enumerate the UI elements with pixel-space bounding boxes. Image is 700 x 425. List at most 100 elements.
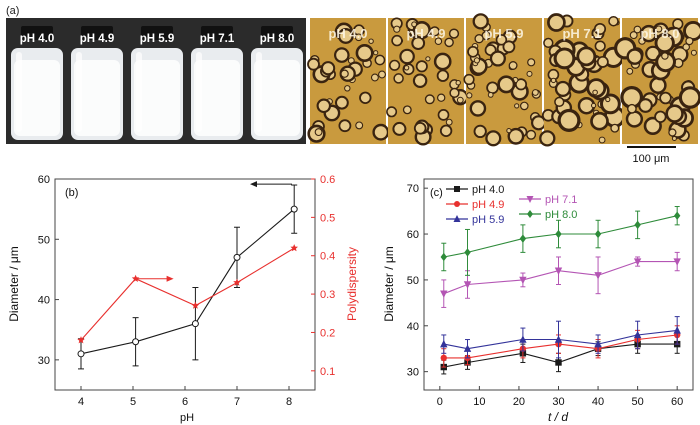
vial-label: pH 4.9 — [80, 33, 115, 45]
vial-highlight — [196, 52, 202, 132]
data-point — [594, 339, 602, 348]
droplet — [433, 52, 452, 71]
vial-label: pH 8.0 — [260, 33, 295, 45]
micrographs-group: pH 4.0 pH 4.9 pH 5.9 pH 7.1 pH 8.0 — [307, 13, 700, 147]
droplet — [449, 87, 460, 99]
data-point — [673, 211, 681, 220]
droplet — [682, 43, 690, 51]
droplet — [659, 91, 672, 105]
vial-label: pH 7.1 — [200, 33, 235, 45]
droplet — [372, 123, 390, 141]
droplet — [592, 89, 598, 96]
droplet — [554, 96, 565, 108]
droplet — [643, 116, 662, 135]
data-point — [673, 326, 681, 334]
y2-tick-label: 0.2 — [320, 327, 335, 339]
droplet — [463, 73, 475, 86]
droplet — [434, 37, 443, 45]
droplet — [444, 37, 454, 48]
x-tick-label: 7 — [234, 396, 240, 408]
droplet — [316, 98, 332, 114]
data-point — [463, 281, 472, 289]
vial-highlight — [136, 52, 142, 132]
droplet — [487, 92, 494, 98]
droplet — [403, 65, 410, 71]
droplet — [610, 123, 620, 133]
droplet — [590, 111, 609, 131]
droplet — [655, 25, 663, 33]
data-point — [594, 272, 602, 280]
droplet — [393, 73, 404, 84]
droplet — [626, 48, 644, 65]
y-tick-label: 40 — [38, 295, 50, 307]
droplet — [340, 69, 349, 78]
droplet — [495, 34, 508, 46]
scale-bar-label: 100 μm — [633, 153, 670, 165]
droplet — [668, 128, 677, 137]
y-tick-label: 70 — [407, 183, 419, 195]
panel-c-label: (c) — [430, 187, 443, 199]
droplet — [547, 13, 566, 32]
x-tick-label: 10 — [473, 396, 485, 408]
droplet — [665, 104, 684, 123]
droplet — [466, 92, 473, 99]
vial-cap — [21, 26, 53, 40]
y-tick-label: 50 — [38, 234, 50, 246]
x-tick-label: 50 — [631, 396, 643, 408]
droplet — [378, 70, 386, 79]
droplet — [411, 36, 426, 50]
legend-marker — [454, 201, 460, 207]
legend-label: pH 7.1 — [545, 194, 577, 206]
droplet — [633, 25, 642, 34]
panel-c-legend: pH 4.0 pH 4.9 pH 5.9 pH 7.1 pH 8.0 — [446, 184, 577, 226]
droplet — [485, 130, 502, 147]
series-line — [443, 261, 678, 295]
droplet — [370, 73, 379, 82]
diameter-series-line — [80, 208, 295, 355]
panel-c-y-axis-title: Diameter / μm — [382, 246, 396, 322]
panel-c-data — [440, 206, 681, 375]
droplet — [514, 78, 528, 91]
droplet — [437, 93, 446, 102]
x-tick-label: 5 — [130, 396, 136, 408]
droplet — [448, 28, 460, 39]
diameter-point — [290, 205, 298, 213]
x-tick-label: 0 — [437, 396, 443, 408]
data-point — [633, 258, 642, 266]
legend-label: pH 4.0 — [472, 184, 504, 196]
droplet — [654, 110, 667, 124]
panel-b-label: (b) — [65, 187, 78, 199]
droplet — [497, 75, 516, 94]
droplet — [638, 98, 653, 113]
panel-a: (a) pH 4.0 pH 4.9 pH 5.9 pH 7.1 pH 8.0 pH 4.… — [6, 5, 700, 165]
micrograph-label: pH 4.9 — [406, 26, 445, 41]
data-point — [464, 248, 471, 257]
vial-label: pH 4.0 — [20, 33, 55, 45]
droplet — [335, 95, 349, 110]
panel-c-axes: 0 10 20 30 40 50 60 30 40 50 60 70 — [407, 183, 684, 408]
vial-label: pH 5.9 — [140, 33, 175, 45]
droplet — [598, 136, 606, 144]
panel-b-x-axis-title: pH — [180, 412, 194, 424]
x-tick-label: 60 — [671, 396, 683, 408]
droplet — [439, 124, 453, 138]
droplet — [591, 102, 597, 109]
y-tick-label: 50 — [407, 275, 419, 287]
droplet — [554, 80, 571, 97]
droplet — [683, 20, 700, 42]
droplet — [359, 91, 372, 105]
droplet — [671, 136, 677, 141]
y2-tick-label: 0.5 — [320, 212, 335, 224]
legend-label: pH 8.0 — [545, 209, 577, 221]
polydispersity-point — [233, 278, 241, 286]
droplet — [594, 40, 606, 52]
droplet — [445, 118, 453, 126]
droplet — [654, 32, 675, 54]
droplet — [392, 121, 407, 136]
y2-tick-label: 0.1 — [320, 366, 335, 378]
y-tick-label: 30 — [407, 367, 419, 379]
right-axis-arrowhead — [166, 275, 174, 282]
data-point — [519, 234, 527, 243]
data-point — [440, 290, 448, 298]
